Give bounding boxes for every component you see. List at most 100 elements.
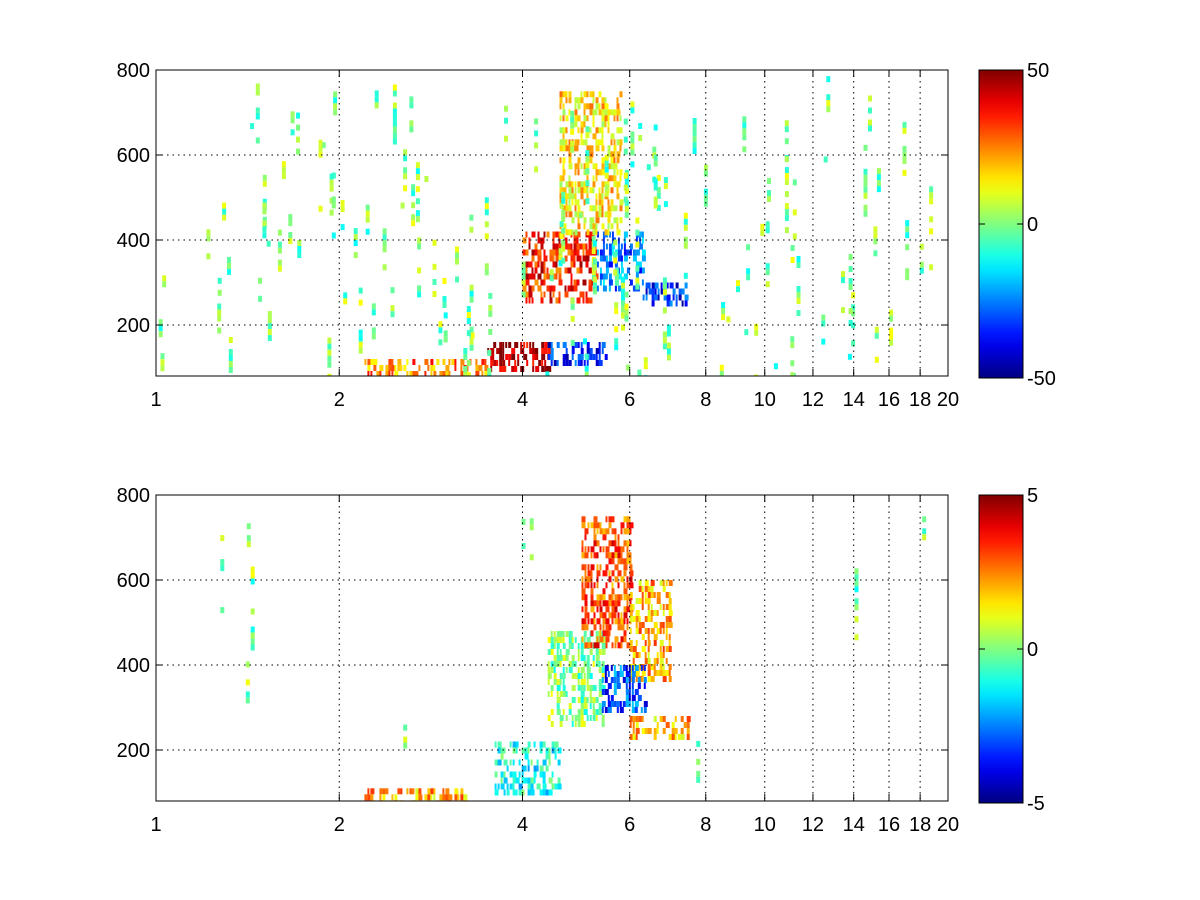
heatmap-cell — [574, 97, 579, 104]
heatmap-cell — [262, 202, 267, 209]
heatmap-cell — [424, 794, 428, 801]
heatmap-cell — [662, 586, 666, 592]
heatmap-cell — [668, 616, 672, 622]
heatmap-cell — [617, 249, 622, 256]
heatmap-cell — [587, 522, 590, 529]
heatmap-cell — [584, 534, 587, 541]
heatmap-cell — [586, 715, 589, 721]
heatmap-cell — [598, 205, 603, 212]
heatmap-cell — [589, 205, 594, 212]
heatmap-cell — [638, 616, 641, 622]
heatmap-cell — [506, 783, 509, 790]
heatmap-cell — [613, 157, 616, 164]
heatmap-cell — [534, 142, 539, 149]
heatmap-cell — [595, 193, 598, 200]
heatmap-cell — [652, 146, 657, 153]
heatmap-cell — [542, 789, 546, 796]
heatmap-cell — [403, 185, 408, 192]
heatmap-cell — [562, 109, 566, 116]
heatmap-cell — [577, 673, 581, 679]
heatmap-cell — [653, 184, 658, 191]
heatmap-cell — [521, 777, 526, 784]
heatmap-cell — [671, 734, 676, 740]
heatmap-cell — [598, 187, 601, 194]
heatmap-cell — [585, 243, 588, 250]
heatmap-cell — [484, 263, 489, 270]
heatmap-cell — [601, 677, 604, 683]
heatmap-cell — [586, 193, 589, 200]
heatmap-cell — [577, 163, 580, 170]
heatmap-cell — [641, 622, 645, 628]
heatmap-cell — [617, 255, 622, 262]
heatmap-cell — [370, 794, 374, 801]
heatmap-cell — [668, 598, 672, 604]
heatmap-cell — [493, 342, 497, 348]
heatmap-cell — [568, 360, 572, 366]
heatmap-cell — [580, 133, 583, 140]
heatmap-cell — [614, 326, 619, 333]
heatmap-cell — [217, 289, 222, 296]
heatmap-cell — [629, 540, 632, 547]
heatmap-cell — [562, 643, 566, 649]
heatmap-cell — [571, 721, 574, 727]
heatmap-cell — [617, 582, 620, 589]
heatmap-cell — [417, 237, 422, 244]
heatmap-cell — [848, 278, 853, 284]
heatmap-cell — [493, 360, 498, 366]
heatmap-cell — [613, 139, 616, 146]
heatmap-cell — [626, 618, 629, 625]
heatmap-cell — [902, 127, 907, 134]
heatmap-cell — [525, 297, 528, 304]
heatmap-cell — [644, 640, 647, 646]
heatmap-cell — [616, 707, 619, 713]
heatmap-cell — [559, 181, 563, 188]
heatmap-cell — [580, 703, 585, 709]
heatmap-cell — [653, 622, 658, 628]
heatmap-cell — [490, 354, 495, 360]
heatmap-cell — [400, 788, 403, 795]
heatmap-cell — [565, 354, 569, 360]
heatmap-cell — [331, 202, 336, 209]
heatmap-cell — [565, 715, 568, 721]
heatmap-cell — [417, 285, 422, 292]
heatmap-cell — [545, 753, 550, 760]
heatmap-cell — [611, 231, 614, 238]
heatmap-cell — [550, 721, 554, 727]
heatmap-cell — [589, 354, 593, 360]
heatmap-cell — [719, 370, 724, 376]
heatmap-cell — [531, 231, 536, 238]
heatmap-cell — [601, 139, 604, 146]
heatmap-cell — [662, 622, 665, 628]
heatmap-cell — [400, 365, 403, 371]
heatmap-cell — [641, 267, 645, 274]
heatmap-cell — [411, 214, 416, 221]
heatmap-cell — [617, 273, 622, 280]
heatmap-cell — [583, 103, 587, 110]
heatmap-cell — [511, 354, 516, 360]
heatmap-cell — [604, 109, 608, 116]
heatmap-cell — [684, 282, 688, 289]
heatmap-cell — [598, 691, 603, 697]
heatmap-cell — [409, 102, 414, 109]
heatmap-cell — [635, 716, 639, 722]
heatmap-cell — [659, 628, 662, 634]
heatmap-cell — [385, 365, 389, 371]
heatmap-cell — [409, 371, 414, 376]
heatmap-cell — [562, 157, 566, 164]
heatmap-cell — [318, 205, 323, 212]
heatmap-cell — [692, 124, 697, 130]
heatmap-cell — [863, 180, 868, 187]
heatmap-cell — [391, 365, 395, 371]
heatmap-cell — [614, 600, 619, 607]
heatmap-cell — [555, 231, 559, 238]
heatmap-cell — [217, 327, 222, 334]
heatmap-cell — [258, 295, 263, 302]
heatmap-cell — [596, 249, 599, 256]
heatmap-cell — [531, 297, 534, 304]
heatmap-cell — [559, 97, 563, 104]
heatmap-cell — [675, 300, 678, 307]
heatmap-cell — [614, 636, 619, 643]
heatmap-cell — [641, 231, 644, 238]
heatmap-cell — [532, 348, 537, 354]
heatmap-cell — [650, 610, 654, 616]
